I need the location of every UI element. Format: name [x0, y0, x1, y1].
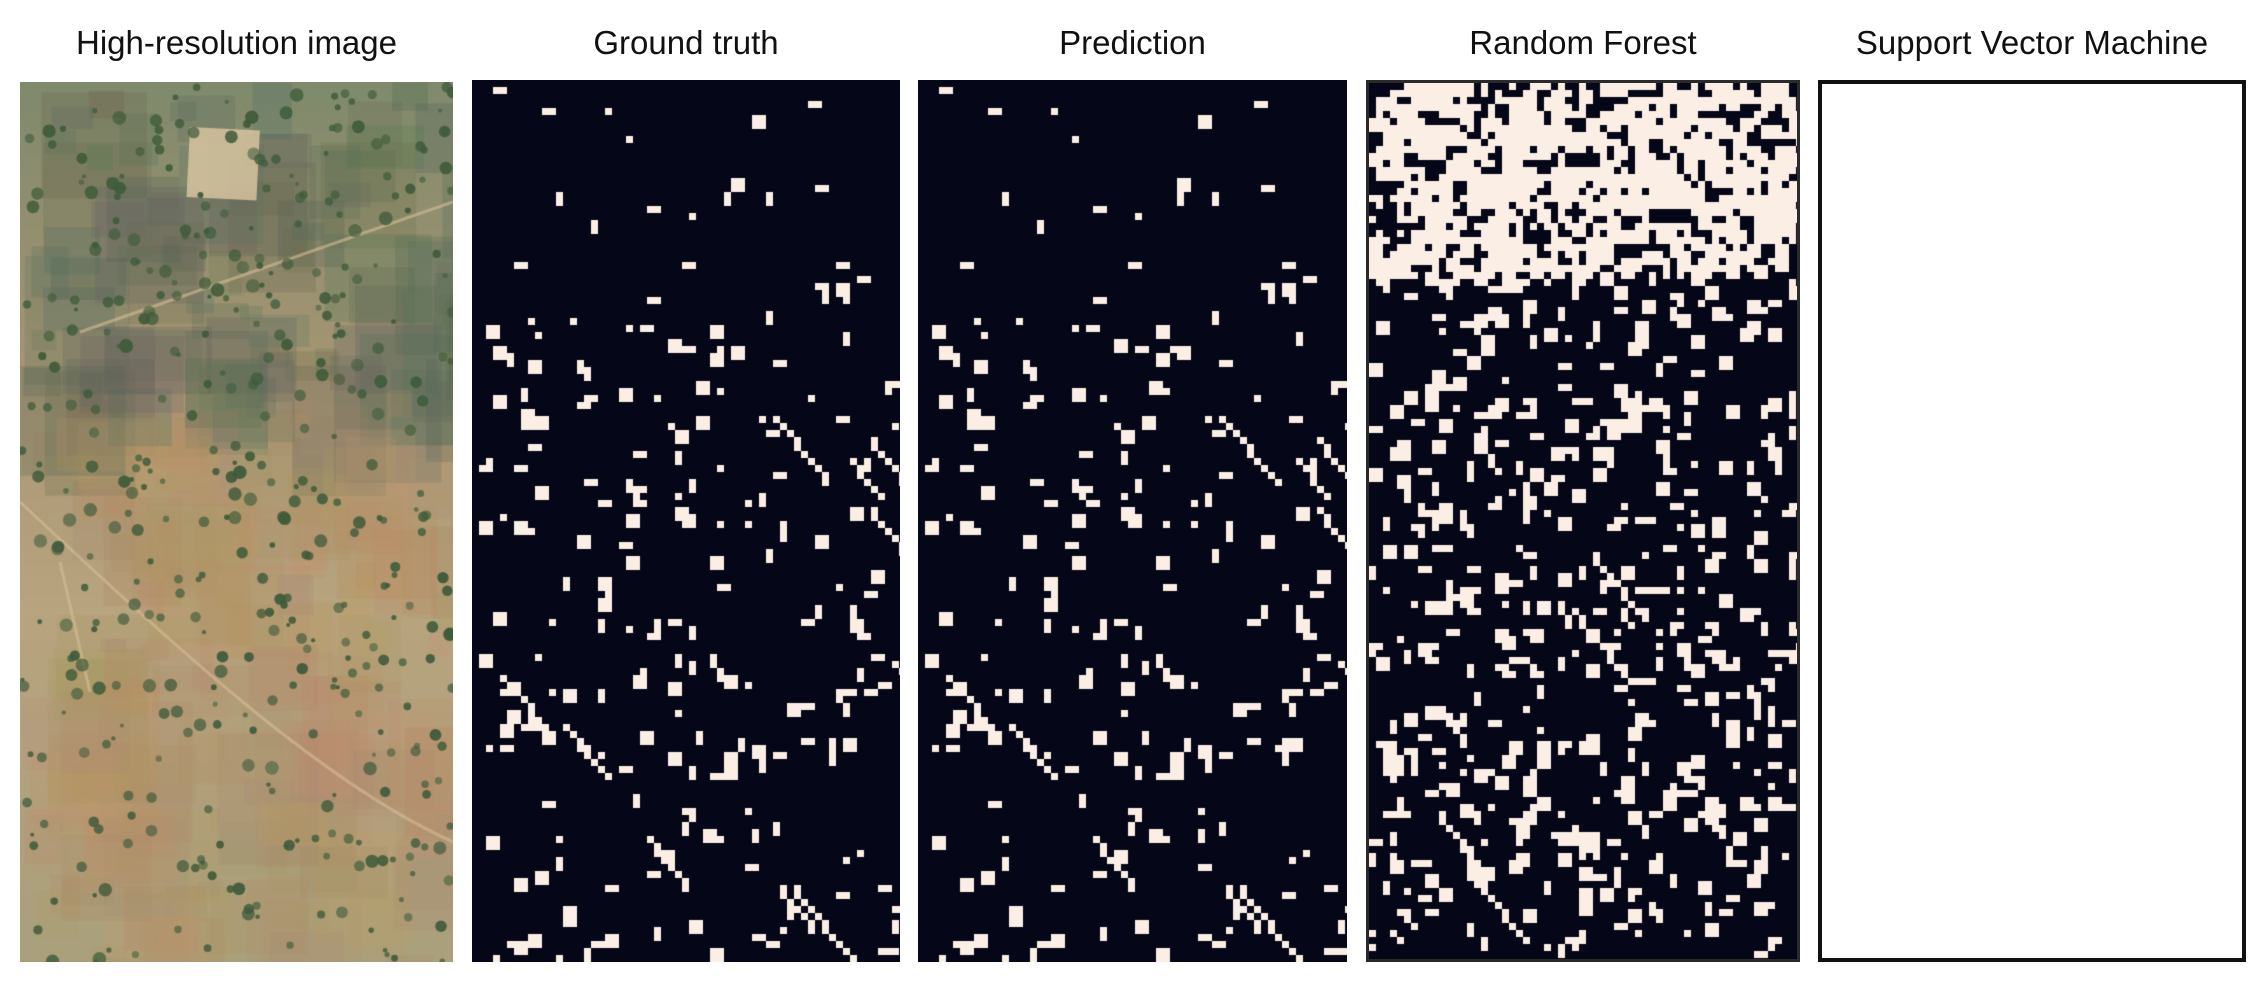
- ground-truth-mask: [472, 80, 900, 962]
- panel-title-ground-truth: Ground truth: [593, 24, 779, 61]
- panel-title-random-forest: Random Forest: [1469, 24, 1697, 61]
- panel-title-prediction: Prediction: [1059, 24, 1206, 61]
- support-vector-machine-mask-blank: [1818, 80, 2246, 962]
- high-resolution-satellite-image: [20, 82, 453, 962]
- panel-title-high-resolution-image: High-resolution image: [76, 24, 397, 61]
- random-forest-mask: [1366, 80, 1800, 962]
- panel-title-support-vector-machine: Support Vector Machine: [1855, 24, 2209, 61]
- prediction-mask: [918, 80, 1347, 962]
